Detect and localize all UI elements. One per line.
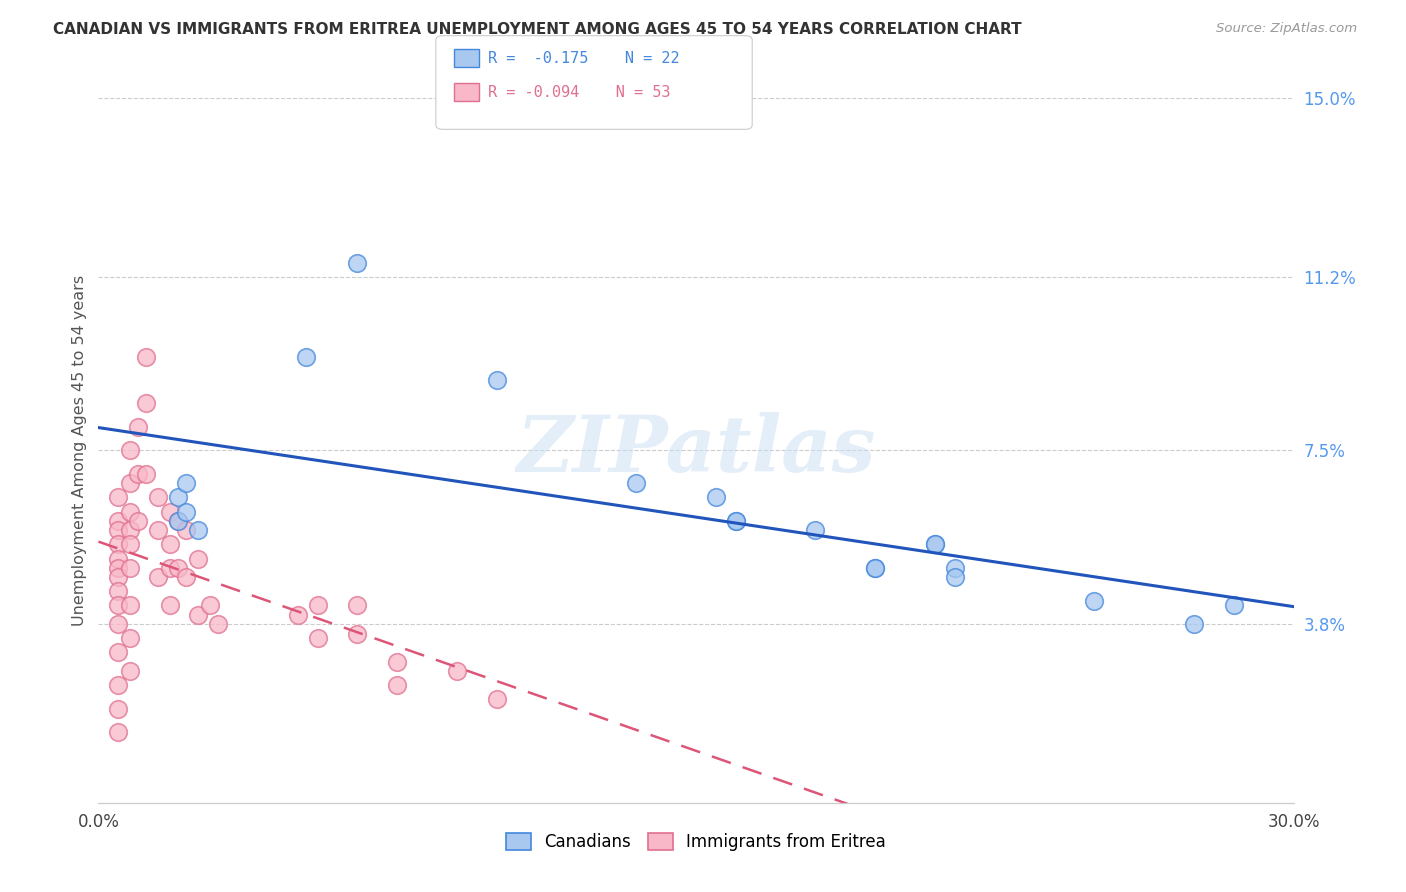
Point [167, 514, 190, 528]
Point [724, 514, 747, 528]
Point [346, 255, 368, 269]
Point [187, 607, 209, 622]
Point [159, 537, 181, 551]
Text: CANADIAN VS IMMIGRANTS FROM ERITREA UNEMPLOYMENT AMONG AGES 45 TO 54 YEARS CORRE: CANADIAN VS IMMIGRANTS FROM ERITREA UNEM… [53, 22, 1022, 37]
Point [107, 491, 129, 505]
Text: Source: ZipAtlas.com: Source: ZipAtlas.com [1216, 22, 1357, 36]
Point [107, 584, 129, 599]
Text: R =  -0.175    N = 22: R = -0.175 N = 22 [488, 51, 679, 66]
Point [187, 524, 209, 538]
Point [626, 476, 648, 491]
Point [120, 665, 142, 679]
Point [804, 524, 827, 538]
Point [446, 665, 468, 679]
Point [107, 617, 129, 632]
Point [107, 514, 129, 528]
Point [120, 561, 142, 575]
Point [148, 524, 170, 538]
Point [1223, 599, 1246, 613]
Point [943, 561, 966, 575]
Point [135, 350, 157, 364]
Point [198, 599, 221, 613]
Y-axis label: Unemployment Among Ages 45 to 54 years: Unemployment Among Ages 45 to 54 years [72, 275, 87, 626]
Point [167, 561, 190, 575]
Point [294, 350, 316, 364]
Point [307, 632, 329, 646]
Point [207, 617, 229, 632]
Point [159, 561, 181, 575]
Point [120, 476, 142, 491]
Point [924, 537, 946, 551]
Point [943, 570, 966, 584]
Point [107, 702, 129, 716]
Point [865, 561, 887, 575]
Point [704, 491, 727, 505]
Point [107, 537, 129, 551]
Point [346, 626, 368, 640]
Point [485, 692, 508, 706]
Point [107, 570, 129, 584]
Point [127, 420, 149, 434]
Point [107, 725, 129, 739]
Point [287, 607, 309, 622]
Point [107, 561, 129, 575]
Point [924, 537, 946, 551]
Point [120, 632, 142, 646]
Point [120, 443, 142, 458]
Point [167, 514, 190, 528]
Point [174, 504, 197, 518]
Point [107, 524, 129, 538]
Point [1083, 594, 1105, 608]
Point [385, 655, 409, 669]
Point [135, 396, 157, 410]
Point [120, 504, 142, 518]
Point [159, 504, 181, 518]
Point [1182, 617, 1205, 632]
Point [174, 570, 197, 584]
Point [485, 373, 508, 387]
Text: ZIPatlas: ZIPatlas [516, 412, 876, 489]
Point [120, 599, 142, 613]
Point [135, 467, 157, 481]
Point [148, 570, 170, 584]
Text: R = -0.094    N = 53: R = -0.094 N = 53 [488, 85, 671, 100]
Point [107, 551, 129, 566]
Point [107, 678, 129, 692]
Legend: Canadians, Immigrants from Eritrea: Canadians, Immigrants from Eritrea [499, 826, 893, 858]
Point [346, 599, 368, 613]
Point [385, 678, 409, 692]
Point [148, 491, 170, 505]
Point [127, 514, 149, 528]
Point [174, 524, 197, 538]
Point [167, 491, 190, 505]
Point [120, 524, 142, 538]
Point [174, 476, 197, 491]
Point [127, 467, 149, 481]
Point [120, 537, 142, 551]
Point [107, 645, 129, 659]
Point [187, 551, 209, 566]
Point [159, 599, 181, 613]
Point [724, 514, 747, 528]
Point [307, 599, 329, 613]
Point [865, 561, 887, 575]
Point [107, 599, 129, 613]
